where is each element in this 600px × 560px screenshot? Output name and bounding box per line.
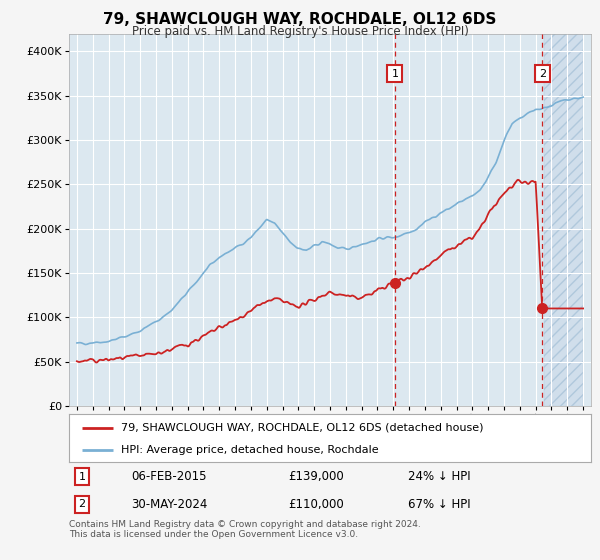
Text: 2: 2 [539,68,546,78]
Text: 2: 2 [79,500,86,510]
Text: 30-MAY-2024: 30-MAY-2024 [131,498,208,511]
Text: 24% ↓ HPI: 24% ↓ HPI [409,470,471,483]
Text: £110,000: £110,000 [288,498,344,511]
Text: Price paid vs. HM Land Registry's House Price Index (HPI): Price paid vs. HM Land Registry's House … [131,25,469,38]
Text: Contains HM Land Registry data © Crown copyright and database right 2024.
This d: Contains HM Land Registry data © Crown c… [69,520,421,539]
Text: 06-FEB-2015: 06-FEB-2015 [131,470,207,483]
Text: 79, SHAWCLOUGH WAY, ROCHDALE, OL12 6DS: 79, SHAWCLOUGH WAY, ROCHDALE, OL12 6DS [103,12,497,27]
Text: 79, SHAWCLOUGH WAY, ROCHDALE, OL12 6DS (detached house): 79, SHAWCLOUGH WAY, ROCHDALE, OL12 6DS (… [121,423,484,433]
Text: 1: 1 [79,472,86,482]
Text: 67% ↓ HPI: 67% ↓ HPI [409,498,471,511]
Text: £139,000: £139,000 [288,470,344,483]
Text: HPI: Average price, detached house, Rochdale: HPI: Average price, detached house, Roch… [121,445,379,455]
Text: 1: 1 [391,68,398,78]
